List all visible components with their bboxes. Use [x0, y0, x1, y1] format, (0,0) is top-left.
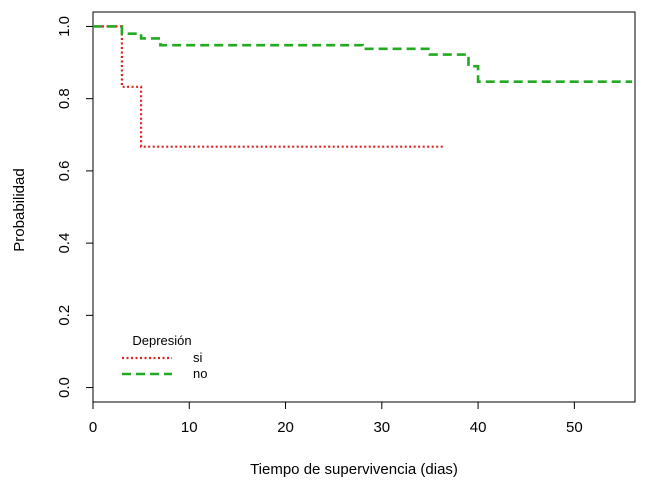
x-tick-label: 50: [566, 419, 583, 436]
series-layer: [93, 25, 633, 148]
y-axis: 0.0 0.2 0.4 0.6 0.8 1.0: [56, 16, 93, 398]
x-tick-label: 10: [181, 419, 198, 436]
series-line-si: [93, 25, 445, 148]
series-line-no: [93, 25, 633, 83]
x-tick-label: 20: [277, 419, 294, 436]
y-tick-label: 0.8: [56, 88, 73, 109]
y-tick-label: 0.0: [56, 377, 73, 398]
x-tick-label: 40: [470, 419, 487, 436]
legend-label-no: no: [193, 366, 207, 381]
y-tick-label: 0.6: [56, 160, 73, 181]
x-tick-label: 0: [89, 419, 97, 436]
x-axis-title: Tiempo de supervivencia (dias): [250, 461, 458, 478]
y-axis-title: Probabilidad: [11, 168, 28, 251]
y-tick-label: 1.0: [56, 16, 73, 37]
plot-area: 0 10 20 30 40 50 0.0 0.2 0.4 0.6 0.8 1.0: [56, 11, 636, 436]
y-tick-label: 0.4: [56, 233, 73, 254]
plot-border: [92, 11, 636, 403]
y-tick-label: 0.2: [56, 305, 73, 326]
legend-label-si: si: [193, 350, 203, 365]
legend-title: Depresión: [132, 333, 191, 348]
x-axis: 0 10 20 30 40 50: [89, 402, 583, 436]
x-tick-label: 30: [373, 419, 390, 436]
legend: Depresión si no: [122, 333, 207, 381]
